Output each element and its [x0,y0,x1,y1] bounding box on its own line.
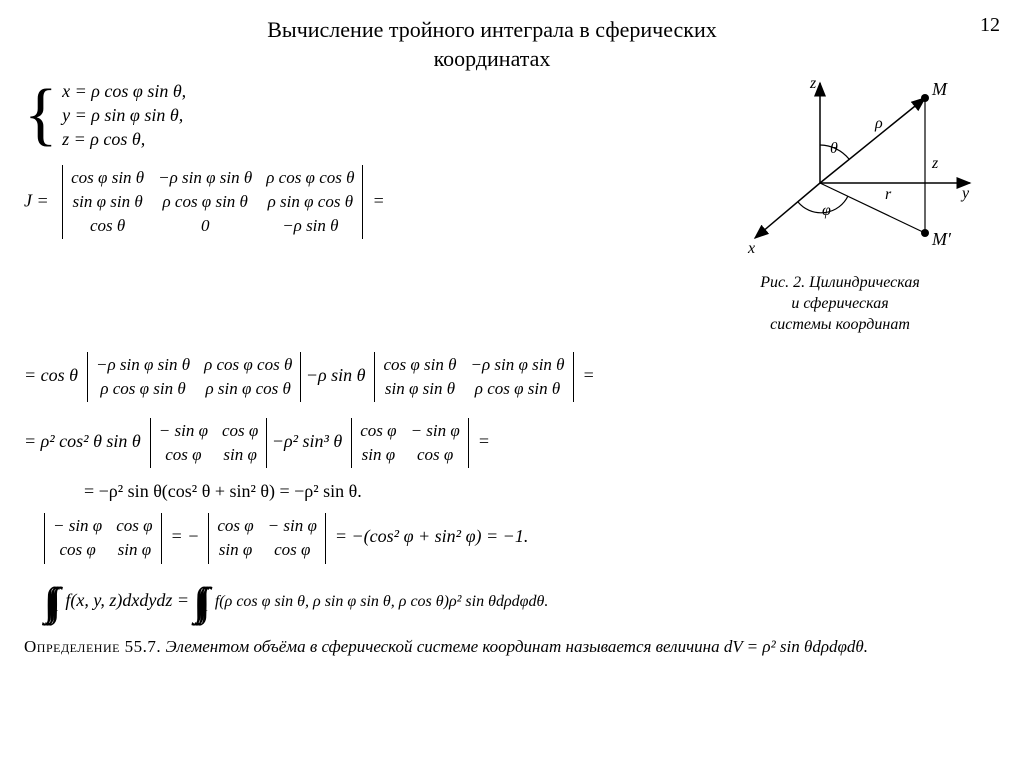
axis-z-label: z [809,75,817,92]
coord-y: y = ρ sin φ sin θ, [62,103,186,127]
title-line-1: Вычисление тройного интеграла в сферичес… [267,17,717,42]
det-5b: cos φ− sin φ sin φcos φ [208,513,326,563]
simplification-line-4: = −ρ² sin θ(cos² θ + sin² θ) = −ρ² sin θ… [84,480,1000,503]
j-prefix: J = [24,190,49,210]
figure-spherical-coords: z y x M M′ ρ θ φ r z Рис. 2. Цилиндричес… [680,73,1000,335]
title-line-2: координатах [434,46,551,71]
aux-determinant-line-5: − sin φcos φ cos φsin φ = − cos φ− sin φ… [44,513,1000,563]
j-eq-tail: = [372,190,384,210]
figure-caption-3: системы координат [680,315,1000,336]
expansion-line-3: = ρ² cos² θ sin θ − sin φcos φ cos φsin … [24,418,1000,468]
det-3b: cos φ− sin φ sin φcos φ [351,418,469,468]
page-number: 12 [960,12,1000,38]
r-label: r [885,186,892,203]
triple-integral-icon: ∫∫∫V [193,582,210,622]
coord-z: z = ρ cos θ, [62,127,186,151]
axis-y-label: y [960,185,970,202]
coord-diagram-svg: z y x M M′ ρ θ φ r z [700,73,980,273]
definition-block: Определение 55.7. Элементом объёма в сфе… [24,636,924,658]
z-side-label: z [931,155,939,172]
axis-x-label: x [747,240,755,257]
point-m-label: M [931,79,948,99]
coord-x: x = ρ cos φ sin θ, [62,79,186,103]
figure-caption-1: Рис. 2. Цилиндрическая [680,273,1000,294]
det-2a: −ρ sin φ sin θρ cos φ cos θ ρ cos φ sin … [87,352,301,402]
det-3a: − sin φcos φ cos φsin φ [150,418,268,468]
figure-caption-2: и сферическая [680,294,1000,315]
point-mprime-label: M′ [931,229,952,249]
triple-integral-formula: ∫∫∫V f(x, y, z)dxdydz = ∫∫∫V f(ρ cos φ s… [44,582,1000,622]
det-5a: − sin φcos φ cos φsin φ [44,513,162,563]
page-title: Вычисление тройного интеграла в сферичес… [24,12,960,73]
phi-label: φ [822,202,831,219]
definition-label: Определение 55.7. [24,637,161,656]
rho-label: ρ [874,115,883,132]
definition-text: Элементом объёма в сферической системе к… [165,637,868,656]
expansion-line-2: = cos θ −ρ sin φ sin θρ cos φ cos θ ρ co… [24,352,1000,402]
theta-label: θ [830,140,838,157]
j-matrix: cos φ sin θ−ρ sin φ sin θρ cos φ cos θ s… [62,165,363,239]
triple-integral-icon: ∫∫∫V [44,582,61,622]
det-2b: cos φ sin θ−ρ sin φ sin θ sin φ sin θρ c… [374,352,573,402]
